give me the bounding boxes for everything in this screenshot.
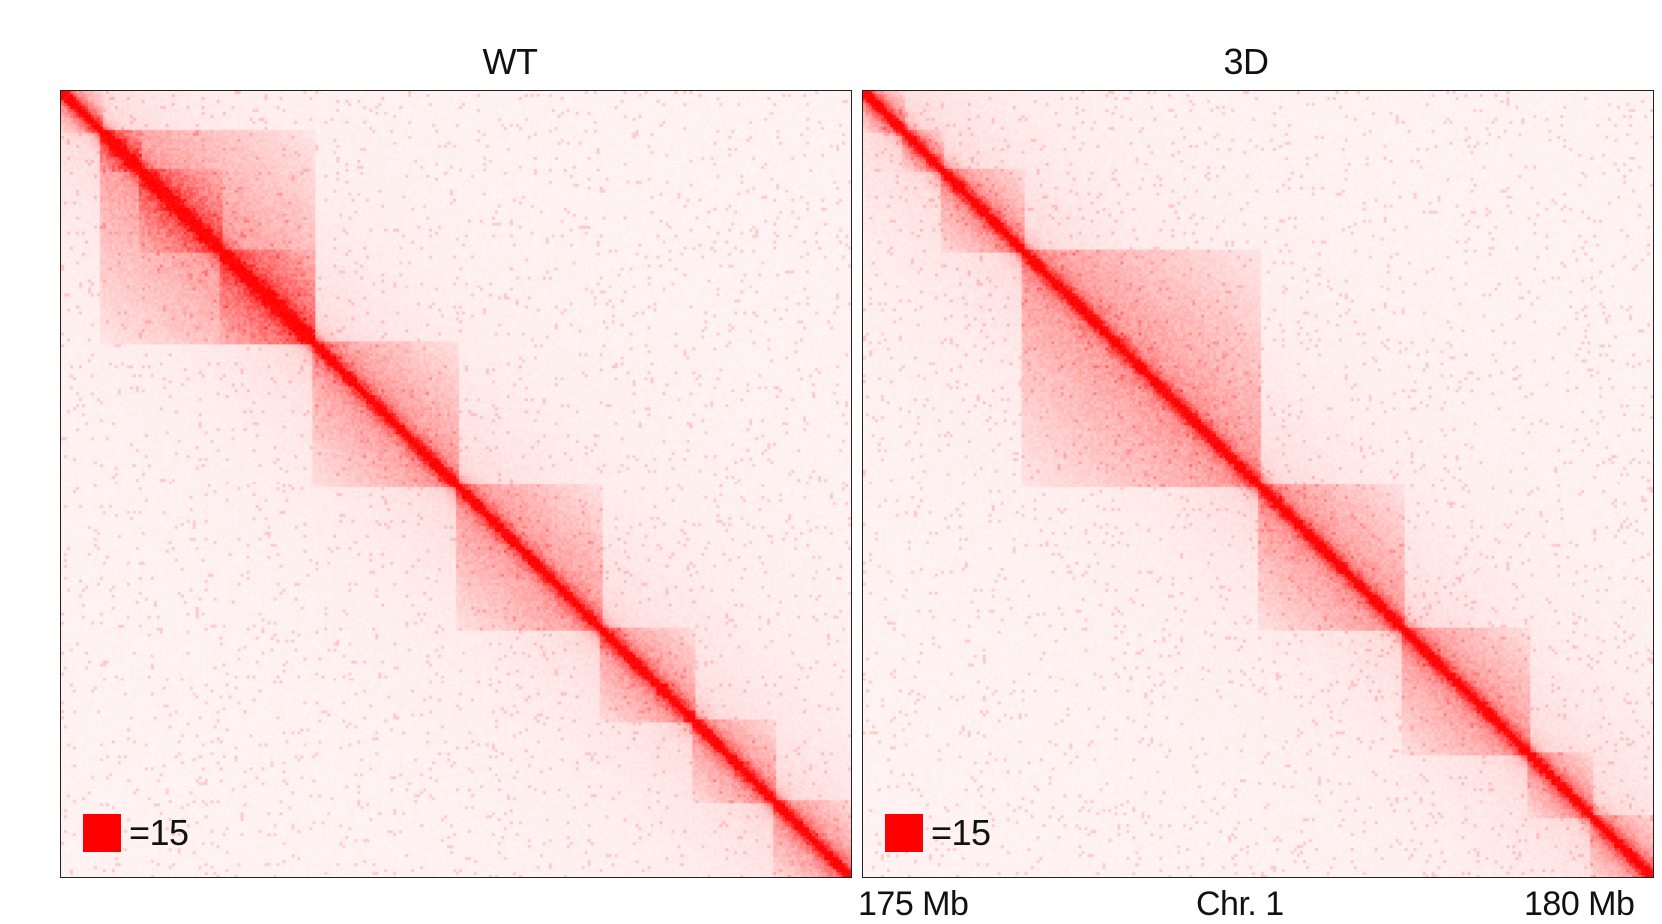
heatmap-canvas-wt — [61, 91, 851, 877]
color-scale-legend-wt: =15 — [83, 813, 189, 853]
color-scale-swatch — [885, 814, 923, 852]
heatmap-panel-3d: =15 — [862, 90, 1654, 878]
panel-title-3d: 3D — [1223, 41, 1269, 82]
x-axis-start-label: 175 Mb — [858, 885, 969, 923]
heatmap-panel-wt: =15 — [60, 90, 852, 878]
color-scale-legend-3d: =15 — [885, 813, 991, 853]
x-axis-end-label: 180 Mb — [1524, 885, 1635, 923]
x-axis-chromosome-label: Chr. 1 — [1196, 885, 1284, 923]
heatmap-canvas-3d — [863, 91, 1653, 877]
color-scale-label: =15 — [129, 812, 189, 853]
panel-title-wt: WT — [482, 41, 538, 82]
color-scale-swatch — [83, 814, 121, 852]
color-scale-label: =15 — [931, 812, 991, 853]
